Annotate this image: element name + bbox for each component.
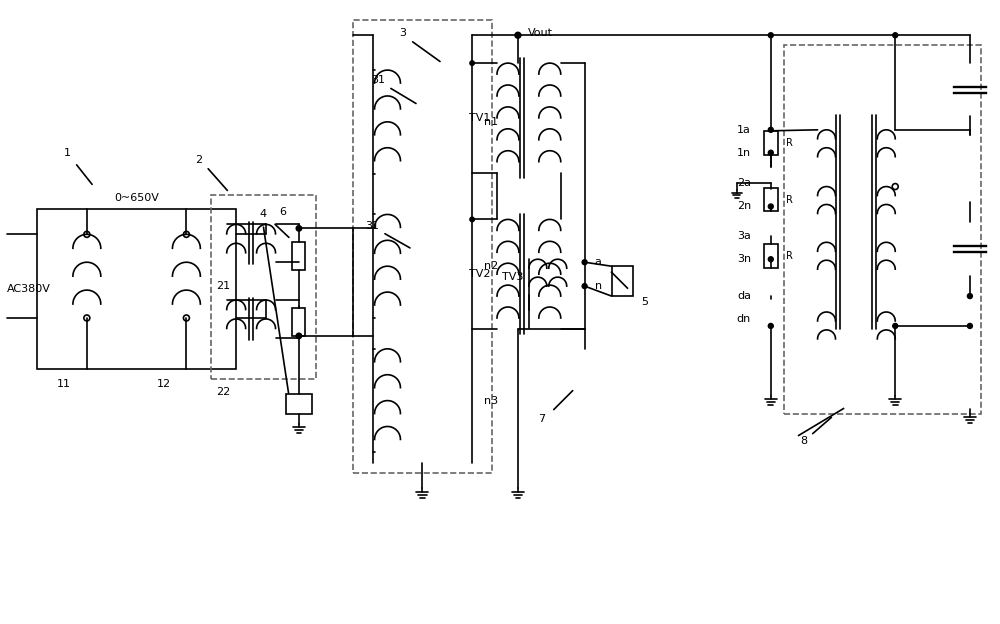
Text: 8: 8 (800, 436, 807, 446)
Text: n1: n1 (484, 117, 498, 127)
Text: 2n: 2n (737, 202, 751, 212)
Circle shape (582, 284, 587, 289)
Text: 4: 4 (259, 210, 267, 220)
Text: 2: 2 (195, 155, 202, 165)
Text: R: R (786, 251, 793, 261)
Bar (286, 394, 312, 414)
Text: AC380V: AC380V (7, 284, 51, 294)
Text: 5: 5 (641, 297, 648, 307)
Text: R: R (786, 138, 793, 148)
Text: 3n: 3n (737, 254, 751, 264)
Text: 21: 21 (216, 281, 230, 291)
Circle shape (893, 32, 898, 37)
Circle shape (296, 226, 302, 231)
Text: 2a: 2a (737, 178, 751, 188)
Text: 31: 31 (372, 75, 386, 85)
Circle shape (296, 333, 302, 339)
Circle shape (768, 150, 773, 155)
Text: TV3: TV3 (502, 272, 523, 282)
Text: 12: 12 (156, 379, 171, 389)
Text: 3a: 3a (737, 232, 751, 241)
Text: n2: n2 (484, 261, 498, 271)
Text: n3: n3 (484, 396, 498, 406)
Circle shape (470, 217, 474, 222)
Text: dn: dn (737, 314, 751, 324)
Bar (612, 266, 633, 296)
Bar (764, 131, 778, 155)
Text: R: R (786, 195, 793, 205)
Circle shape (967, 293, 972, 298)
Text: 0~650V: 0~650V (114, 193, 159, 203)
Bar (292, 242, 305, 270)
Text: 11: 11 (57, 379, 71, 389)
Circle shape (768, 256, 773, 261)
Circle shape (582, 260, 587, 265)
Text: a: a (595, 257, 601, 267)
Circle shape (768, 204, 773, 209)
Text: 6: 6 (279, 207, 286, 217)
Text: 31: 31 (366, 222, 380, 232)
Circle shape (768, 127, 773, 132)
Text: TV2: TV2 (469, 269, 490, 279)
Bar (211, 195, 316, 379)
Text: Vout: Vout (528, 28, 553, 38)
Circle shape (768, 32, 773, 37)
Circle shape (967, 323, 972, 328)
Circle shape (768, 323, 773, 328)
Text: 22: 22 (216, 387, 230, 397)
Text: 1: 1 (63, 148, 70, 158)
Text: da: da (737, 291, 751, 301)
Bar (784, 45, 981, 414)
Bar (37, 210, 236, 369)
Text: TV1: TV1 (469, 113, 490, 123)
Circle shape (515, 32, 521, 38)
Text: 1n: 1n (737, 148, 751, 158)
Bar (353, 21, 492, 473)
Text: 3: 3 (399, 28, 406, 38)
Bar (764, 188, 778, 212)
Circle shape (893, 323, 898, 328)
Text: 7: 7 (538, 414, 545, 424)
Circle shape (470, 61, 474, 66)
Text: 1a: 1a (737, 125, 751, 135)
Text: n: n (595, 281, 602, 291)
Bar (764, 245, 778, 268)
Bar (292, 308, 305, 336)
